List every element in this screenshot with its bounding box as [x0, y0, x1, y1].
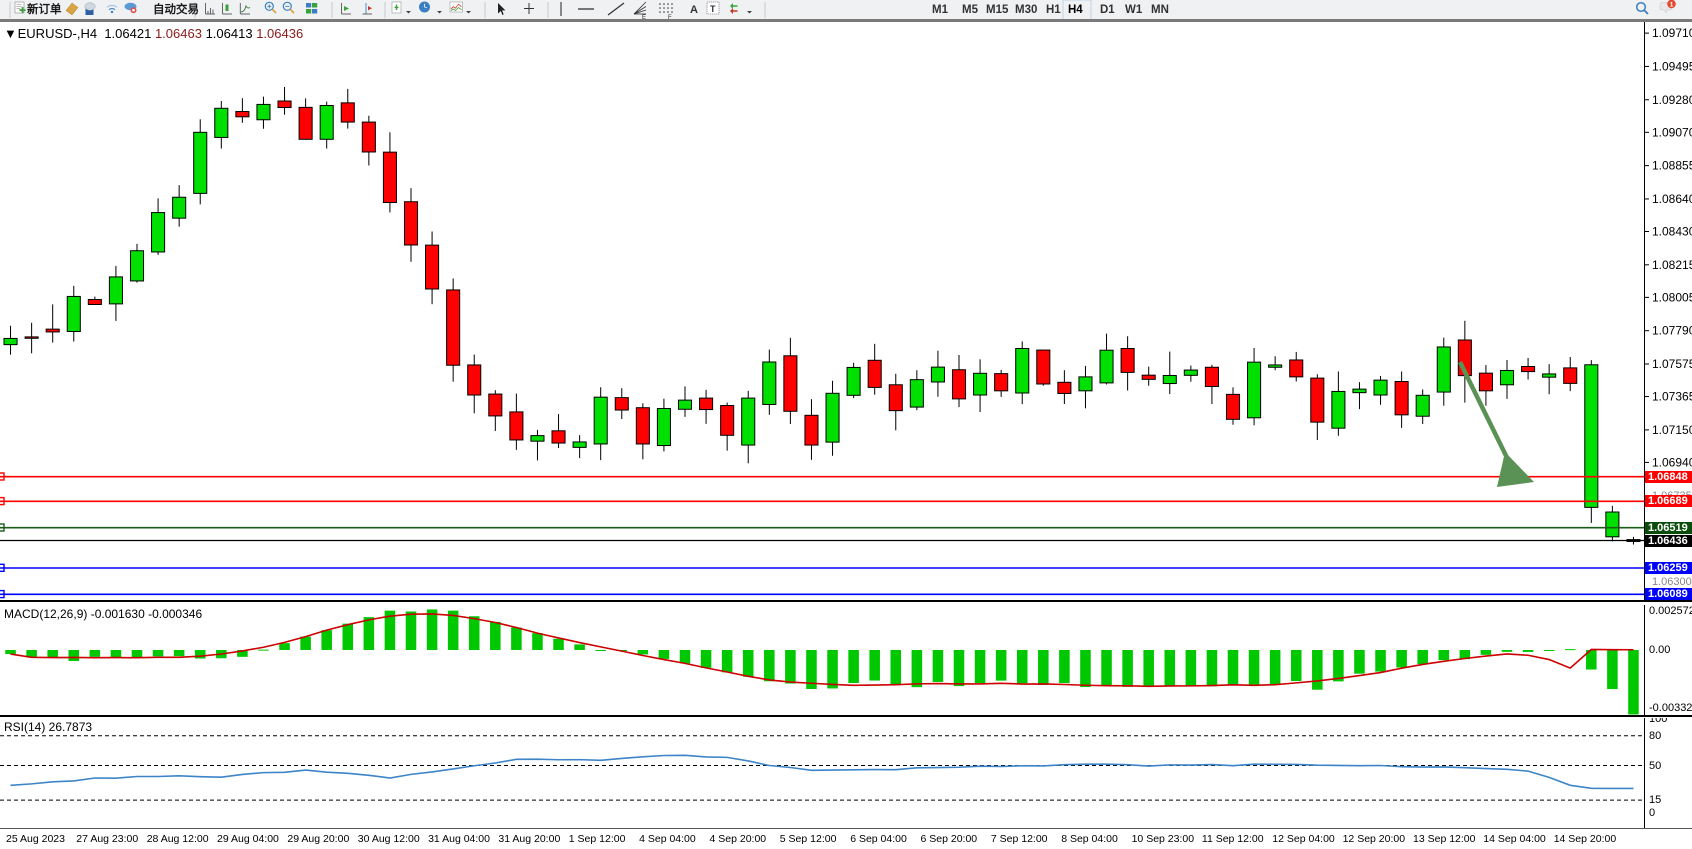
svg-text:新订单: 新订单	[27, 2, 62, 16]
svg-text:1.07365: 1.07365	[1652, 390, 1692, 404]
svg-text:M5: M5	[962, 4, 979, 16]
svg-text:1.08005: 1.08005	[1652, 290, 1692, 304]
svg-text:T: T	[710, 4, 716, 14]
svg-text:1: 1	[1670, 1, 1674, 8]
svg-text:M1: M1	[932, 4, 949, 16]
svg-text:1.07150: 1.07150	[1652, 423, 1692, 437]
svg-text:1.09280: 1.09280	[1652, 93, 1692, 107]
svg-text:1.09070: 1.09070	[1652, 125, 1692, 139]
svg-text:W1: W1	[1125, 4, 1143, 16]
svg-text:1.07575: 1.07575	[1652, 357, 1692, 371]
svg-text:D1: D1	[1100, 4, 1115, 16]
svg-text:1.08640: 1.08640	[1652, 192, 1692, 206]
svg-text:1.08855: 1.08855	[1652, 159, 1692, 173]
svg-text:1.06940: 1.06940	[1652, 455, 1692, 469]
svg-text:1.08430: 1.08430	[1652, 225, 1692, 239]
svg-text:MN: MN	[1151, 4, 1169, 16]
svg-text:1.09495: 1.09495	[1652, 59, 1692, 73]
svg-text:1.07790: 1.07790	[1652, 324, 1692, 338]
svg-text:H4: H4	[1068, 4, 1083, 16]
svg-text:自动交易: 自动交易	[153, 2, 199, 16]
svg-text:1.09710: 1.09710	[1652, 26, 1692, 40]
svg-text:H1: H1	[1046, 4, 1061, 16]
svg-text:1.08215: 1.08215	[1652, 258, 1692, 272]
svg-text:M30: M30	[1015, 4, 1037, 16]
svg-text:1.06300: 1.06300	[1652, 576, 1692, 588]
svg-text:M15: M15	[986, 4, 1009, 16]
svg-text:A: A	[690, 4, 698, 16]
